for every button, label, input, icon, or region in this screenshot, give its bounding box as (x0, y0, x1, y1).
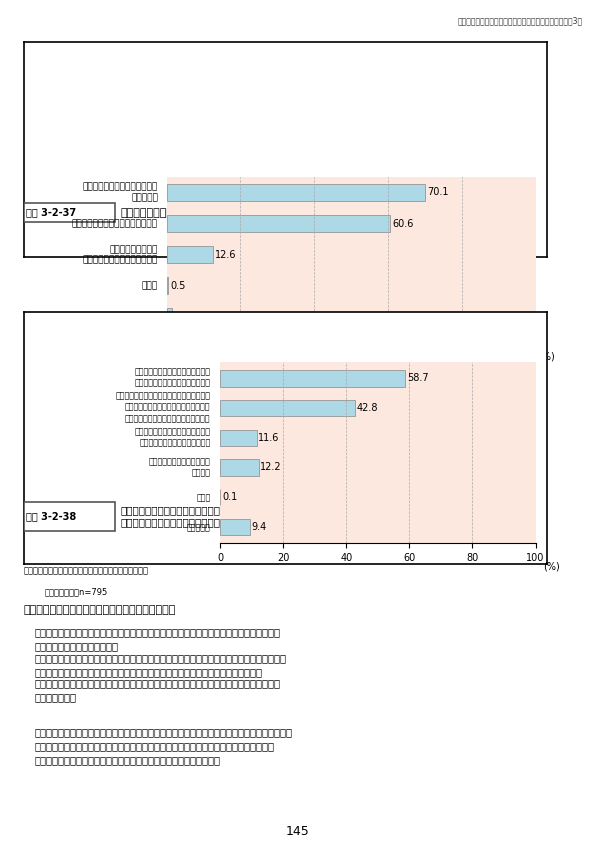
Text: 60.6: 60.6 (392, 219, 414, 228)
Text: 土地に関する動向: 土地に関する動向 (565, 382, 574, 426)
Text: 図表 3-2-38: 図表 3-2-38 (26, 511, 77, 521)
Text: 145: 145 (286, 825, 309, 838)
Text: ・一般への開示に反対の者でも、「行政機関に対して（公共事業のために必要があるときに）」
や「地域の自治会等に対して（害悪が発生し、所有者に連絡をとる必要があると: ・一般への開示に反対の者でも、「行政機関に対して（公共事業のために必要があるとき… (35, 727, 292, 765)
X-axis label: (%): (%) (538, 351, 555, 361)
Bar (220, 459, 259, 476)
Text: 所有者不明土地問題を取り巻く国民の意識と対応　｜第3章: 所有者不明土地問題を取り巻く国民の意識と対応 ｜第3章 (458, 17, 583, 25)
Text: 民間事業者に対して（地域の再開発
事業のために必要があるときに）: 民間事業者に対して（地域の再開発 事業のために必要があるときに） (134, 428, 211, 448)
Text: 11.6: 11.6 (258, 433, 280, 443)
Text: ・開示されてもよい理由は「土地が放置され、管理されないことにより害悪が発生した場合、
所有者に連絡を取る必要があるため」とする回答が約７割と最も高い結果となった: ・開示されてもよい理由は「土地が放置され、管理されないことにより害悪が発生した場… (35, 653, 286, 677)
Bar (167, 277, 168, 295)
Text: 注：複数回答、n=795: 注：複数回答、n=795 (45, 360, 108, 369)
Text: 地域の自治会等に対して（土地が放置され、
管理されないことにより害悪が発生し、
所有者に連絡をとる必要があるときに）: 地域の自治会等に対して（土地が放置され、 管理されないことにより害悪が発生し、 … (115, 392, 211, 423)
Text: その他: その他 (142, 281, 158, 290)
Text: 0.5: 0.5 (170, 281, 186, 290)
Text: 9.4: 9.4 (251, 522, 267, 531)
Text: 「一般に開示されてはいけない」と回答した者にどういった主体に対してであれば
開示してよいかの質問に対する結果: 「一般に開示されてはいけない」と回答した者にどういった主体に対してであれば 開示… (121, 505, 352, 527)
Text: 資料：国土交通省「土地問題に関する国民の意識調査」: 資料：国土交通省「土地問題に関する国民の意識調査」 (24, 567, 149, 576)
Text: わからない: わからない (131, 312, 158, 322)
Text: 注：複数回答、n=795: 注：複数回答、n=795 (45, 587, 108, 596)
Bar (220, 400, 355, 416)
Text: トラブルが起きると予想されるため: トラブルが起きると予想されるため (72, 219, 158, 228)
Bar (167, 308, 172, 326)
Text: 1.4: 1.4 (174, 312, 189, 322)
Bar (167, 246, 213, 264)
Text: 70.1: 70.1 (427, 188, 449, 198)
Text: その他: その他 (196, 493, 211, 503)
Bar (220, 370, 405, 386)
Bar (167, 215, 390, 232)
Bar (220, 519, 250, 535)
FancyBboxPatch shape (24, 502, 115, 530)
X-axis label: (%): (%) (543, 562, 560, 571)
Text: 「一般に開示されてはいけない」と回答した者の理由: 「一般に開示されてはいけない」と回答した者の理由 (121, 208, 280, 217)
Text: 資料：国土交通省「土地問題に関する国民の意識調査」: 資料：国土交通省「土地問題に関する国民の意識調査」 (24, 339, 149, 349)
Bar (167, 184, 425, 201)
Text: （土地所有者情報の開示に対する考察結果まとめ）: （土地所有者情報の開示に対する考察結果まとめ） (24, 605, 176, 615)
Text: ・他方、開示に反対の者の理由は、プライバシーの侵害とトラブルが起きることを懸念して
いる点にある。: ・他方、開示に反対の者の理由は、プライバシーの侵害とトラブルが起きることを懸念し… (35, 679, 280, 702)
Text: 土地の所有者情報の
開示にメリットを感じないため: 土地の所有者情報の 開示にメリットを感じないため (83, 245, 158, 264)
Text: 図表 3-2-37: 図表 3-2-37 (26, 208, 77, 217)
Text: 12.6: 12.6 (215, 250, 236, 259)
Text: 0.1: 0.1 (222, 492, 237, 502)
FancyBboxPatch shape (24, 203, 115, 222)
Bar (220, 429, 256, 446)
Text: プライバシーの侵害にあたると
考えるため: プライバシーの侵害にあたると 考えるため (83, 183, 158, 202)
Text: わからない: わからない (187, 524, 211, 532)
Text: 58.7: 58.7 (407, 374, 428, 383)
Text: 行政機関に対して（道路や公園等の
公共事業のため必要があるときに）: 行政機関に対して（道路や公園等の 公共事業のため必要があるときに） (134, 367, 211, 387)
Text: 12.2: 12.2 (260, 462, 282, 472)
Text: 42.8: 42.8 (356, 403, 378, 413)
Text: ・国民の約３分の１が「所有者情報は一般に開示されてもよい」と回答しているが、約半数
は一般への開示に反対である。: ・国民の約３分の１が「所有者情報は一般に開示されてもよい」と回答しているが、約半… (35, 627, 280, 652)
Text: いかなる理由でも開示しては
いけない: いかなる理由でも開示しては いけない (149, 457, 211, 477)
